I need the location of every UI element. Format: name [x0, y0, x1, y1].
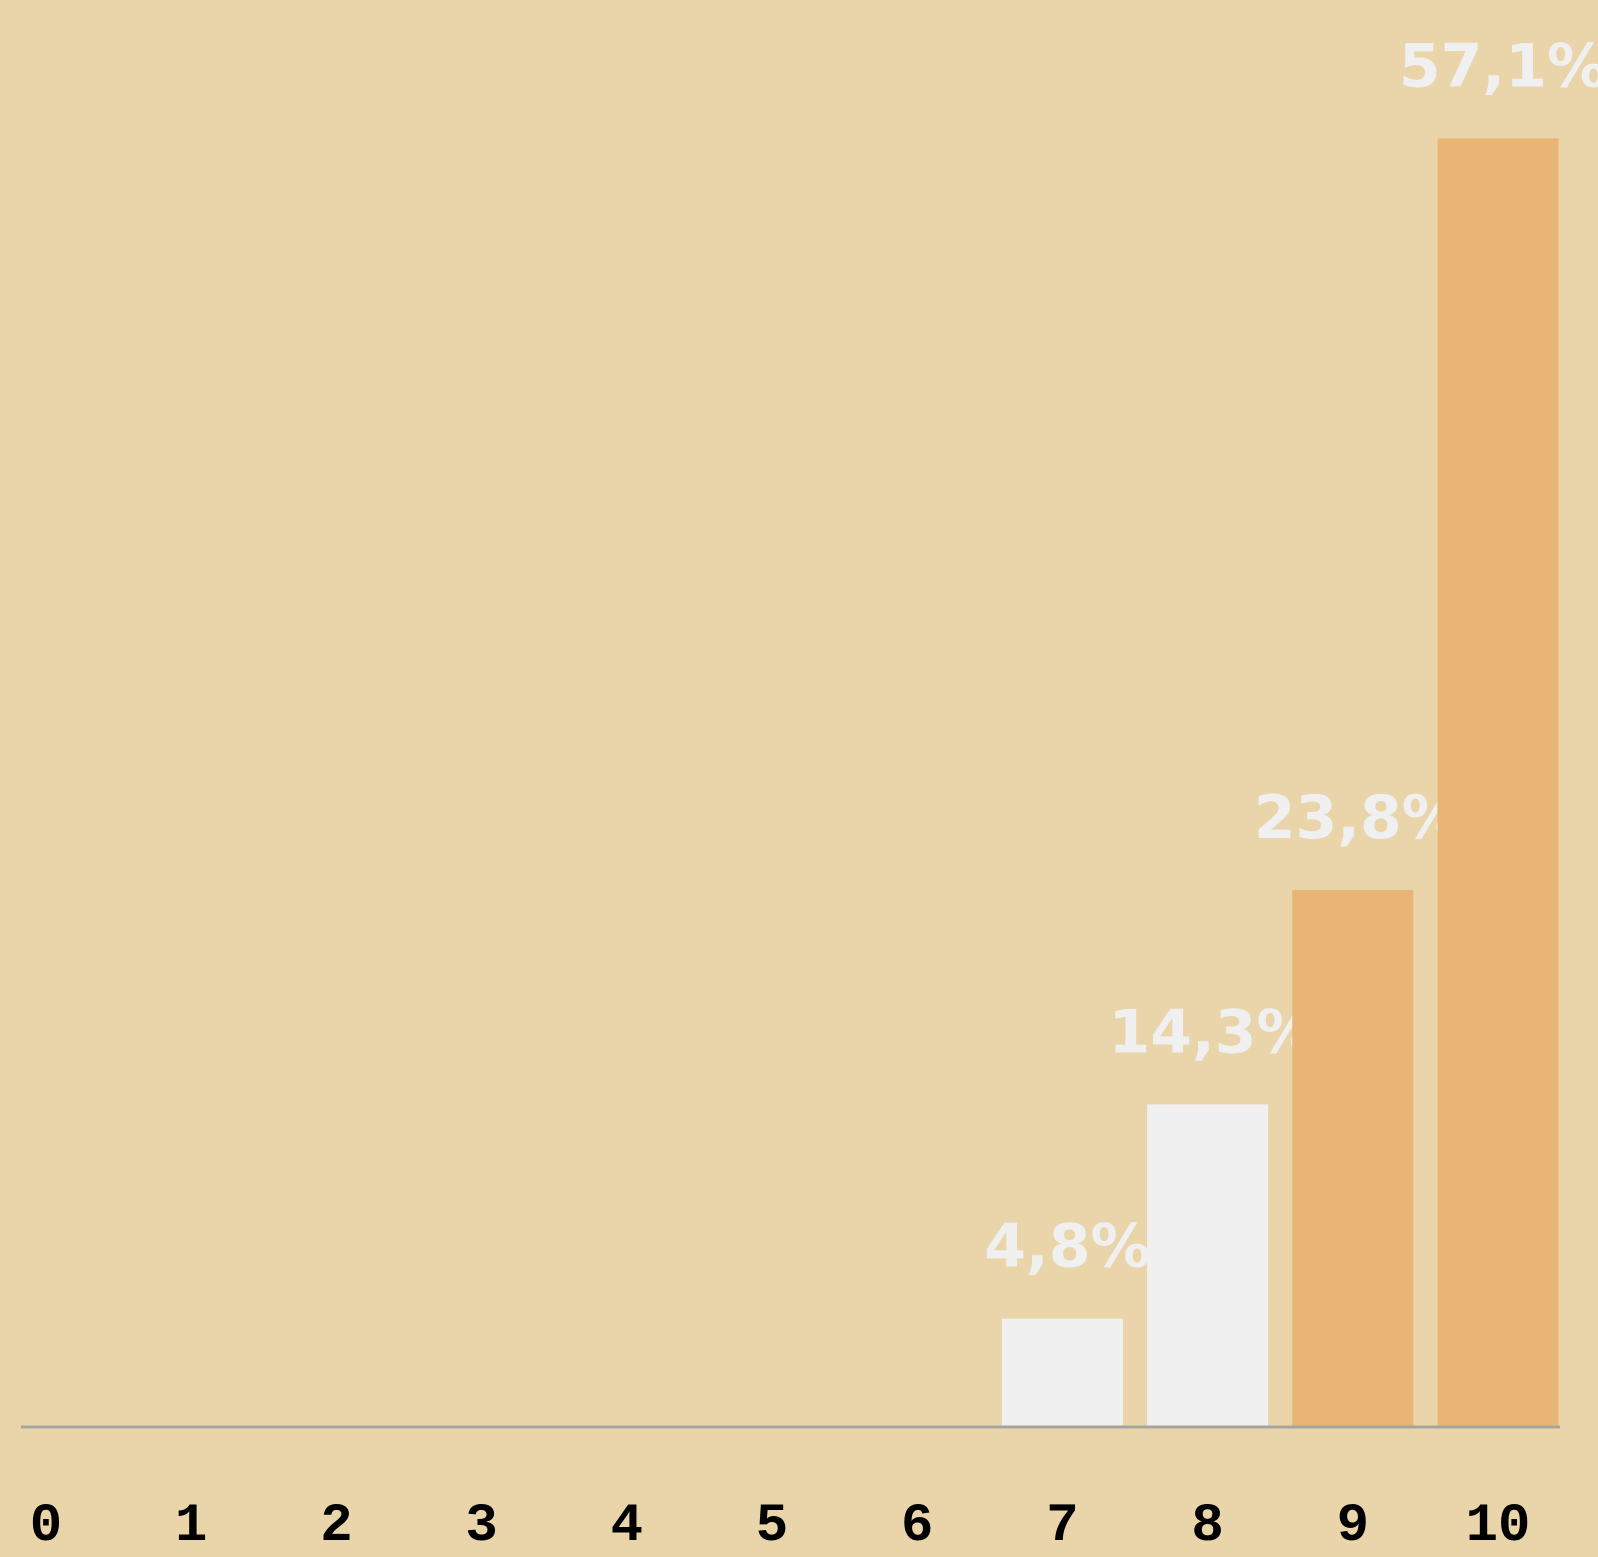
x-tick-label: 2: [320, 1496, 352, 1557]
bar: [1437, 138, 1559, 1427]
x-tick-label: 10: [1466, 1496, 1531, 1557]
value-label: 23,8%: [1254, 783, 1462, 853]
x-tick-label: 8: [1191, 1496, 1223, 1557]
bar: [1001, 1318, 1123, 1427]
value-label: 57,1%: [1399, 31, 1598, 101]
x-tick-label: 7: [1046, 1496, 1078, 1557]
x-tick-label: 4: [611, 1496, 643, 1557]
bar: [1292, 889, 1414, 1427]
x-tick-label: 0: [30, 1496, 62, 1557]
x-tick-label: 6: [901, 1496, 933, 1557]
x-tick-label: 9: [1337, 1496, 1369, 1557]
bar: [1147, 1104, 1269, 1427]
x-tick-label: 3: [465, 1496, 497, 1557]
x-tick-label: 1: [175, 1496, 207, 1557]
x-tick-label: 5: [756, 1496, 788, 1557]
value-label: 4,8%: [984, 1212, 1150, 1282]
value-label: 14,3%: [1109, 997, 1317, 1067]
